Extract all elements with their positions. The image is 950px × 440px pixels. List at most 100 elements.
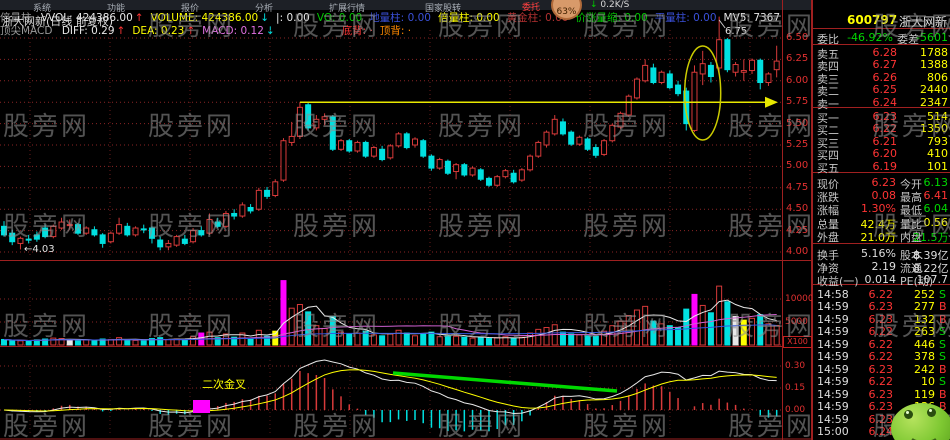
stat-value: 5.16% (861, 247, 896, 260)
tick-price: 6.22 (868, 375, 894, 389)
divider (813, 107, 950, 108)
mascot-frog-overlay[interactable] (891, 403, 950, 440)
tick-direction: B (939, 400, 947, 414)
volume-axis-label: 10000 (785, 294, 814, 304)
ask-price[interactable]: 6.24 (872, 95, 898, 109)
bid-price[interactable]: 6.19 (872, 159, 898, 173)
ask-price[interactable]: 6.27 (872, 58, 898, 72)
tick-direction: B (939, 300, 947, 314)
price-axis-label: 4.75 (786, 181, 809, 193)
bid-price[interactable]: 6.21 (872, 134, 898, 148)
tick-price: 6.22 (868, 288, 894, 301)
price-axis-label: 5.50 (786, 117, 809, 129)
indicator-value: VVOL: 424386.00 (40, 12, 133, 24)
ask-price[interactable]: 6.25 (872, 83, 898, 97)
menu-item[interactable]: 国家股转 (425, 4, 462, 14)
stat-label: 内盘 (900, 230, 922, 244)
tick-volume: 446 (914, 337, 935, 351)
bid-volume: 1350 (920, 122, 948, 136)
tick-direction: B (939, 312, 947, 326)
stat-value: 21.0万 (860, 230, 897, 244)
tick-price: 6.23 (868, 412, 894, 426)
price-axis-label: 5.75 (786, 96, 809, 108)
up-arrow-icon: ↑ (186, 25, 196, 37)
bid-volume: 410 (927, 147, 948, 161)
stat-value: 0.08 (871, 189, 897, 203)
menu-item[interactable]: 功能 (107, 4, 126, 14)
stat-value: 1.30% (861, 202, 896, 216)
tick-volume: 252 (914, 288, 935, 301)
macd-axis-label: 0.00 (785, 405, 806, 415)
menu-item[interactable]: 报价 (181, 4, 200, 14)
stat-label: 股本 (900, 249, 922, 262)
menu-item[interactable]: 系统 (33, 4, 52, 14)
tick-volume: 277 (914, 300, 935, 314)
indicator-value: |: 0.00 (276, 12, 310, 24)
divider (813, 284, 950, 285)
price-axis-label: 4.00 (786, 246, 809, 257)
ask-volume: 1388 (920, 58, 948, 72)
tick-direction: S (939, 288, 946, 301)
broker-menu-item[interactable]: 委托 (522, 3, 541, 13)
indicator-value: 倍量柱: 0.00 (437, 12, 500, 24)
volume-indicator-name: 倍量柱 (0, 12, 32, 24)
tick-price: 6.23 (868, 362, 894, 376)
macd-axis-label: 0.15 (785, 383, 806, 393)
stat-label: 今开 (900, 178, 922, 191)
menu-item[interactable]: 扩展行情 (329, 4, 366, 14)
menu-item[interactable]: 分析 (255, 4, 274, 14)
volume-axis-label: 5000 (785, 317, 808, 327)
tick-time: 14:59 (817, 375, 849, 389)
tick-direction: S (939, 375, 946, 389)
low-price-marker: ←4.03 (24, 244, 55, 255)
price-axis-label: 6.00 (786, 74, 809, 86)
tick-price: 6.22 (868, 350, 894, 364)
indicator-value: MV5: 736727.19 (723, 12, 780, 24)
menu-bar: 系统 功能 报价 分析 扩展行情 国家股转 (0, 0, 950, 14)
download-arrow-icon: ↓ (590, 0, 598, 10)
frog-mouth (908, 425, 940, 440)
stat-label: 涨跌 (817, 191, 839, 205)
ask-price[interactable]: 6.28 (872, 46, 898, 59)
ask-row-label: 卖一 (817, 97, 839, 111)
tick-time: 14:59 (817, 312, 849, 326)
bid-price[interactable]: 6.22 (872, 122, 898, 136)
connection-badge[interactable]: 63% (551, 0, 582, 20)
tick-direction: B (939, 387, 947, 401)
stat-label: 总量 (817, 217, 839, 231)
stat-value: 8.22亿 (913, 262, 949, 276)
tick-price: 6.23 (868, 300, 894, 314)
indicator-value: 平量柱: 0.00 (654, 12, 717, 24)
bid-price[interactable]: 6.23 (872, 110, 898, 123)
volume-indicator-row: 倍量柱 VVOL: 424386.00 ↑ VOLUME: 424386.00 ↓ |:… (0, 10, 780, 25)
bid-row-label: 买五 (817, 161, 839, 175)
tick-time: 14:59 (817, 400, 849, 414)
bid-row-label: 买三 (817, 136, 839, 150)
stat-label: 涨幅 (817, 204, 839, 218)
tick-time: 14:59 (817, 412, 849, 426)
indicator-value: MACD: 0.12 (202, 25, 264, 37)
ask-volume: 1788 (920, 46, 948, 59)
tick-time: 15:00 (817, 424, 849, 438)
divider (813, 44, 950, 45)
price-axis-label: 6.25 (786, 53, 809, 65)
bid-price[interactable]: 6.20 (872, 147, 898, 161)
stock-code[interactable]: 600797 (847, 13, 898, 27)
ask-price[interactable]: 6.26 (872, 70, 898, 84)
stock-name[interactable]: 浙大网新 (899, 15, 948, 29)
tick-time: 14:59 (817, 350, 849, 364)
weicha-value: -5601 (916, 31, 948, 44)
tick-time: 14:59 (817, 337, 849, 351)
divider (813, 172, 950, 173)
bid-row-label: 买一 (817, 112, 839, 125)
bid-volume: 793 (927, 134, 948, 148)
frog-eye-icon (904, 410, 913, 419)
stat-label: 最高 (900, 191, 922, 205)
indicator-value: DIFF: 0.29 (61, 25, 115, 37)
ask-row-label: 卖四 (817, 60, 839, 74)
tick-volume: 132 (914, 312, 935, 326)
stat-value: 2.19 (871, 260, 897, 274)
tick-price: 6.22 (868, 325, 894, 339)
indicator-value: 底背: · (341, 25, 373, 37)
